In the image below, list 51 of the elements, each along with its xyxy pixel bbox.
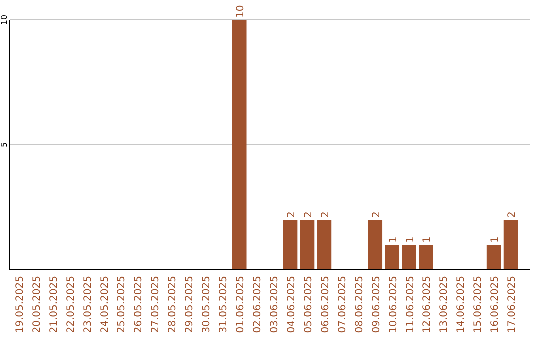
x-tick-label: 13.06.2025 bbox=[439, 276, 450, 334]
x-tick-label: 21.05.2025 bbox=[48, 276, 60, 334]
data-label: 2 bbox=[320, 212, 332, 218]
bar bbox=[300, 220, 315, 270]
x-tick-label: 15.06.2025 bbox=[473, 276, 484, 334]
x-tick-label: 29.05.2025 bbox=[184, 276, 196, 334]
x-tick-label: 07.06.2025 bbox=[337, 276, 348, 334]
data-label: 2 bbox=[303, 212, 314, 218]
bar bbox=[317, 220, 332, 270]
x-tick-label: 24.05.2025 bbox=[100, 276, 111, 334]
data-label: 2 bbox=[371, 212, 382, 218]
bar bbox=[283, 220, 298, 270]
x-tick-label: 16.06.2025 bbox=[490, 276, 502, 334]
x-tick-label: 11.06.2025 bbox=[405, 276, 416, 334]
x-tick-label: 06.06.2025 bbox=[320, 276, 332, 334]
bar bbox=[504, 220, 518, 270]
x-tick-label: 22.05.2025 bbox=[66, 276, 77, 334]
x-tick-label: 27.05.2025 bbox=[150, 276, 162, 334]
x-tick-label: 10.06.2025 bbox=[388, 276, 400, 334]
x-tick-label: 09.06.2025 bbox=[371, 276, 382, 334]
x-tick-label: 19.05.2025 bbox=[14, 276, 26, 334]
x-tick-label: 17.06.2025 bbox=[507, 276, 518, 334]
x-tick-label: 05.06.2025 bbox=[303, 276, 314, 334]
bar bbox=[419, 245, 434, 270]
x-tick-label: 12.06.2025 bbox=[422, 276, 434, 334]
y-tick-label: 5 bbox=[0, 142, 9, 148]
bar bbox=[368, 220, 383, 270]
data-label: 2 bbox=[507, 212, 518, 218]
data-label: 1 bbox=[388, 236, 400, 243]
bar bbox=[486, 245, 502, 270]
x-tick-label: 30.05.2025 bbox=[202, 276, 213, 334]
x-tick-label: 01.06.2025 bbox=[236, 276, 247, 334]
bar bbox=[402, 245, 416, 270]
x-tick-label: 14.06.2025 bbox=[456, 276, 468, 334]
x-tick-label: 25.05.2025 bbox=[116, 276, 128, 334]
x-tick-label: 08.06.2025 bbox=[354, 276, 366, 334]
bar bbox=[232, 20, 247, 270]
data-label: 1 bbox=[422, 236, 434, 243]
x-tick-label: 04.06.2025 bbox=[286, 276, 298, 334]
x-tick-label: 28.05.2025 bbox=[168, 276, 179, 334]
data-label: 10 bbox=[236, 5, 247, 18]
x-tick-label: 03.06.2025 bbox=[269, 276, 280, 334]
x-tick-label: 02.06.2025 bbox=[252, 276, 264, 334]
data-label: 2 bbox=[286, 212, 298, 218]
x-tick-label: 20.05.2025 bbox=[32, 276, 43, 334]
bar bbox=[385, 245, 400, 270]
x-tick-label: 26.05.2025 bbox=[134, 276, 145, 334]
x-tick-label: 23.05.2025 bbox=[82, 276, 94, 334]
x-tick-label: 31.05.2025 bbox=[218, 276, 230, 334]
data-label: 1 bbox=[490, 236, 502, 243]
data-label: 1 bbox=[405, 236, 416, 243]
